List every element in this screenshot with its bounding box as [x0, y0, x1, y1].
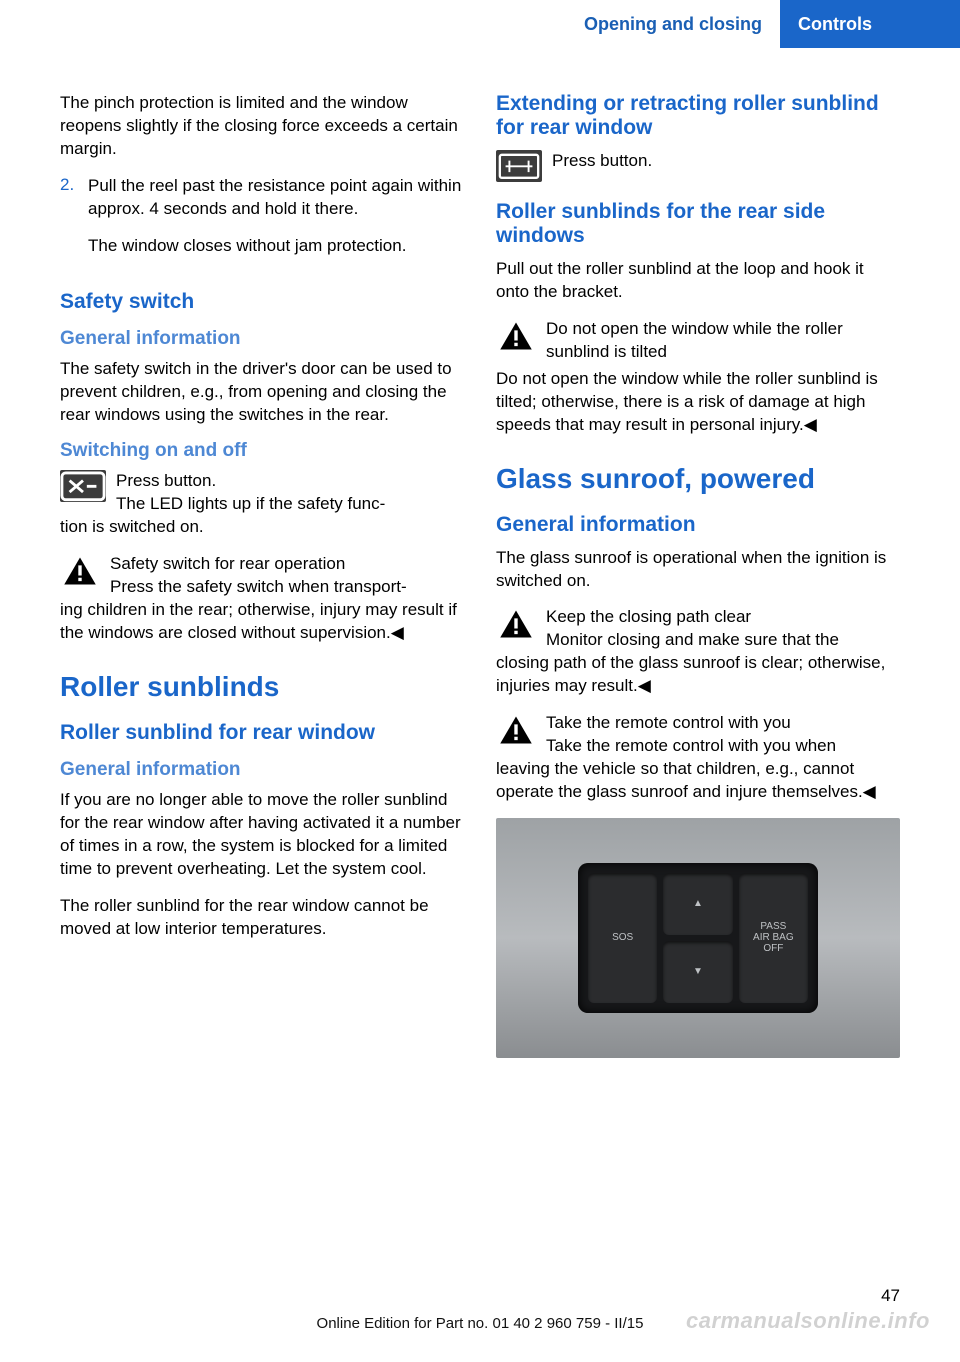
- paragraph: The glass sunroof is operational when th…: [496, 547, 900, 593]
- text: Keep the closing path clear: [546, 607, 751, 626]
- text: Take the remote control with you when: [546, 736, 836, 755]
- paragraph: The roller sunblind for the rear window …: [60, 895, 464, 941]
- page-number: 47: [881, 1286, 900, 1306]
- content-area: The pinch protection is limited and the …: [60, 92, 900, 1058]
- text: The LED lights up if the safety func: [116, 494, 380, 513]
- heading-roller-gen: General information: [60, 759, 464, 781]
- warning-row: Do not open the window while the roller …: [496, 318, 900, 364]
- header-section: Opening and closing: [0, 0, 780, 48]
- paragraph: tion is switched on.: [60, 516, 464, 539]
- paragraph: If you are no longer able to move the ro…: [60, 789, 464, 881]
- paragraph: Pull the reel past the resistance point …: [88, 175, 464, 221]
- paragraph: The window closes without jam protection…: [88, 235, 464, 258]
- list-body: Pull the reel past the resistance point …: [88, 175, 464, 272]
- heading-glass-gen: General information: [496, 513, 900, 537]
- list-item-2: 2. Pull the reel past the resistance poi…: [60, 175, 464, 272]
- paragraph: Do not open the window while the roller …: [496, 368, 900, 437]
- right-column: Extending or retracting roller sunblind …: [496, 92, 900, 1058]
- heading-safety-switch: Safety switch: [60, 290, 464, 314]
- icon-text: Press button. The LED lights up if the s…: [116, 470, 464, 516]
- text: Safety switch for rear operation: [110, 554, 345, 573]
- paragraph: closing path of the glass sunroof is cle…: [496, 652, 900, 698]
- heading-glass-sunroof: Glass sunroof, powered: [496, 463, 900, 495]
- heading-general-info: General information: [60, 328, 464, 350]
- heading-roller-rear: Roller sunblind for rear window: [60, 721, 464, 745]
- sunroof-down-button: ▼: [663, 941, 732, 1003]
- heading-side-windows: Roller sunblinds for the rear side windo…: [496, 200, 900, 248]
- watermark: carmanualsonline.info: [686, 1308, 930, 1334]
- safety-switch-icon: [60, 470, 106, 502]
- warning-text: Safety switch for rear operation Press t…: [110, 553, 464, 599]
- text: Press button.: [116, 471, 216, 490]
- warning-icon: [496, 318, 536, 354]
- warning-text: Keep the closing path clear Monitor clos…: [546, 606, 900, 652]
- sunroof-up-button: ▲: [663, 873, 732, 935]
- warning-text: Do not open the window while the roller …: [546, 318, 900, 364]
- warning-icon: [60, 553, 100, 589]
- text: Press the safety switch when transport: [110, 577, 401, 596]
- paragraph: ing children in the rear; otherwise, inj…: [60, 599, 464, 645]
- paragraph: Pull out the roller sunblind at the loop…: [496, 258, 900, 304]
- left-column: The pinch protection is limited and the …: [60, 92, 464, 1058]
- warning-text: Take the remote control with you Take th…: [546, 712, 900, 758]
- text: Take the remote control with you: [546, 713, 791, 732]
- list-number: 2.: [60, 175, 88, 272]
- heading-roller-sunblinds: Roller sunblinds: [60, 671, 464, 703]
- warning-row: Take the remote control with you Take th…: [496, 712, 900, 758]
- sunroof-control-photo: SOS ▲ PASS AIR BAG OFF ▼: [496, 818, 900, 1058]
- warning-row: Safety switch for rear operation Press t…: [60, 553, 464, 599]
- text: Monitor closing and make sure that the: [546, 630, 839, 649]
- header-chapter: Controls: [780, 0, 960, 48]
- icon-text-row: Press button.: [496, 150, 900, 182]
- paragraph: The pinch protection is limited and the …: [60, 92, 464, 161]
- heading-switching: Switching on and off: [60, 440, 464, 462]
- sos-button: SOS: [588, 873, 657, 1003]
- paragraph: The safety switch in the driver's door c…: [60, 358, 464, 427]
- icon-text: Press button.: [552, 150, 900, 182]
- paragraph: leaving the vehicle so that children, e.…: [496, 758, 900, 804]
- icon-text-row: Press button. The LED lights up if the s…: [60, 470, 464, 516]
- airbag-off-indicator: PASS AIR BAG OFF: [739, 873, 808, 1003]
- page-header: Opening and closing Controls: [0, 0, 960, 48]
- warning-icon: [496, 712, 536, 748]
- overhead-panel: SOS ▲ PASS AIR BAG OFF ▼: [578, 863, 818, 1013]
- sunblind-button-icon: [496, 150, 542, 182]
- warning-row: Keep the closing path clear Monitor clos…: [496, 606, 900, 652]
- warning-icon: [496, 606, 536, 642]
- heading-extend: Extending or retracting roller sunblind …: [496, 92, 900, 140]
